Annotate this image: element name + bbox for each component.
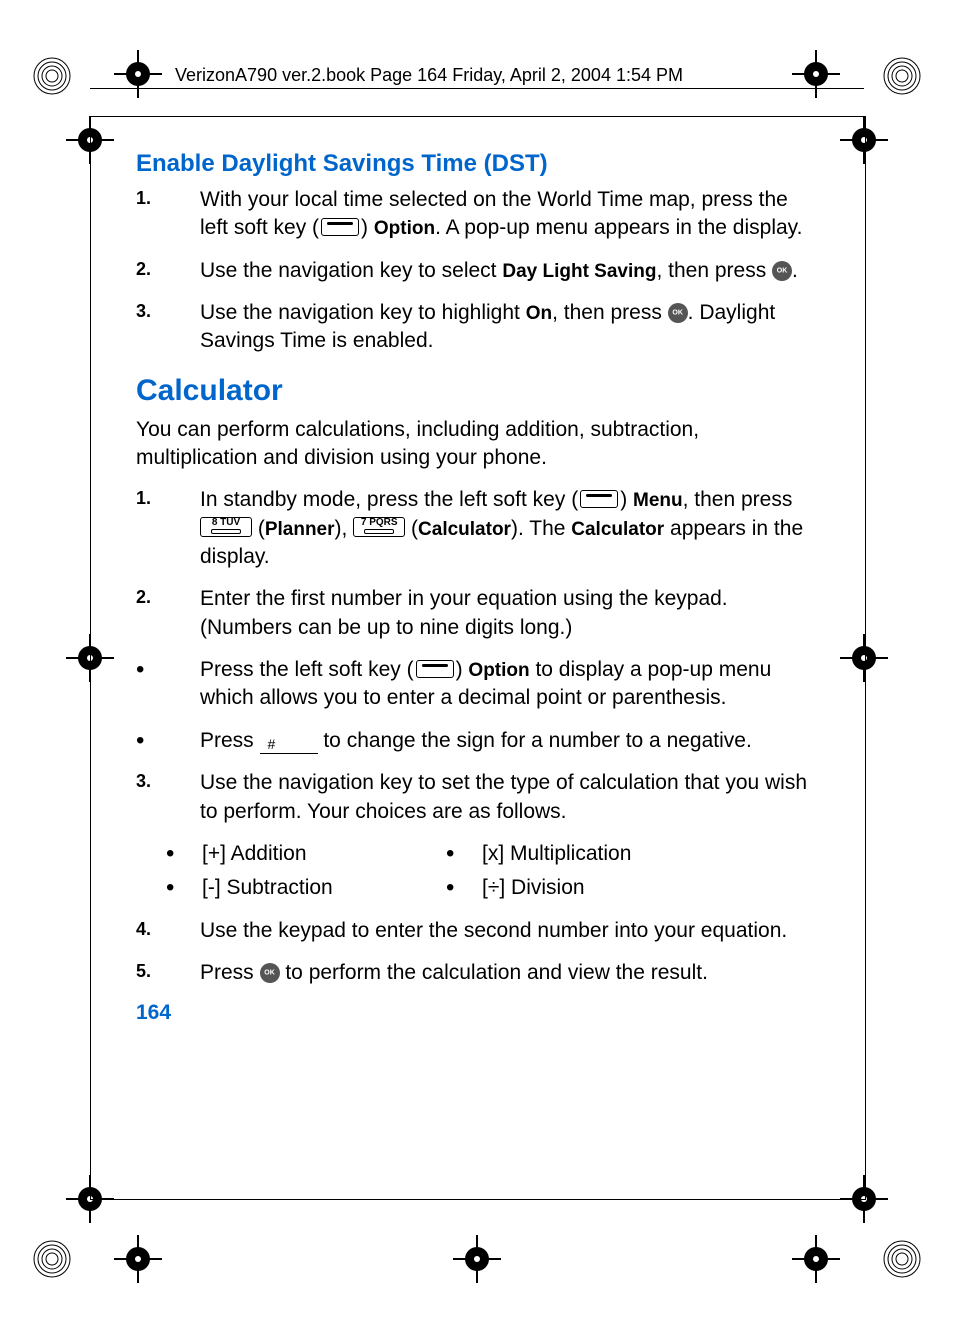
bullet-text: Press the left soft key () Option to dis… — [200, 656, 818, 713]
step-text: Use the keypad to enter the second numbe… — [200, 917, 818, 945]
page-content: Enable Daylight Savings Time (DST) 1. Wi… — [136, 150, 818, 1025]
op-division: •[÷] Division — [446, 874, 585, 902]
step-item: 3. Use the navigation key to highlight O… — [136, 299, 818, 356]
op-addition: •[+] Addition — [166, 840, 446, 868]
bullet-item: • Press # to change the sign for a numbe… — [136, 727, 818, 755]
softkey-icon — [580, 490, 618, 508]
step-number: 3. — [136, 299, 200, 356]
crop-ring-icon — [882, 1239, 922, 1279]
ok-button-icon — [260, 963, 280, 983]
step-item: 1. In standby mode, press the left soft … — [136, 486, 818, 571]
op-subtraction: •[-] Subtraction — [166, 874, 446, 902]
step-item: 3. Use the navigation key to set the typ… — [136, 769, 818, 826]
header-rule — [90, 88, 864, 89]
step-item: 4. Use the keypad to enter the second nu… — [136, 917, 818, 945]
step-number: 5. — [136, 959, 200, 987]
step-text: With your local time selected on the Wor… — [200, 186, 818, 243]
heading-dst: Enable Daylight Savings Time (DST) — [136, 150, 818, 178]
step-number: 3. — [136, 769, 200, 826]
intro-text: You can perform calculations, including … — [136, 416, 818, 473]
step-text: Use the navigation key to select Day Lig… — [200, 257, 818, 285]
step-text: Press to perform the calculation and vie… — [200, 959, 818, 987]
crop-cross-icon — [114, 1235, 162, 1283]
step-text: Use the navigation key to highlight On, … — [200, 299, 818, 356]
page-header: VerizonA790 ver.2.book Page 164 Friday, … — [175, 65, 683, 86]
bullet: • — [136, 727, 200, 755]
step-item: 2. Use the navigation key to select Day … — [136, 257, 818, 285]
step-item: 1. With your local time selected on the … — [136, 186, 818, 243]
step-text: Enter the first number in your equation … — [200, 585, 818, 642]
heading-calculator: Calculator — [136, 374, 818, 408]
bullet-text: Press # to change the sign for a number … — [200, 727, 818, 755]
softkey-icon — [321, 218, 359, 236]
step-number: 4. — [136, 917, 200, 945]
crop-cross-icon — [792, 1235, 840, 1283]
crop-cross-icon — [792, 50, 840, 98]
crop-cross-icon — [114, 50, 162, 98]
softkey-icon — [416, 660, 454, 678]
keypad-8-icon: 8 TUV — [200, 517, 252, 537]
step-item: 5. Press to perform the calculation and … — [136, 959, 818, 987]
ok-button-icon — [772, 261, 792, 281]
crop-ring-icon — [32, 56, 72, 96]
page-number: 164 — [136, 1001, 818, 1025]
step-text: Use the navigation key to set the type o… — [200, 769, 818, 826]
step-text: In standby mode, press the left soft key… — [200, 486, 818, 571]
crop-ring-icon — [882, 56, 922, 96]
step-item: 2. Enter the first number in your equati… — [136, 585, 818, 642]
operations-table: •[+] Addition •[x] Multiplication •[-] S… — [166, 840, 818, 903]
step-number: 2. — [136, 585, 200, 642]
step-number: 1. — [136, 186, 200, 243]
bullet: • — [136, 656, 200, 713]
keypad-7-icon: 7 PQRS — [353, 517, 405, 537]
crop-cross-icon — [453, 1235, 501, 1283]
op-multiplication: •[x] Multiplication — [446, 840, 631, 868]
crop-ring-icon — [32, 1239, 72, 1279]
bullet-item: • Press the left soft key () Option to d… — [136, 656, 818, 713]
ok-button-icon — [668, 303, 688, 323]
keypad-hash-icon: # — [260, 735, 318, 754]
step-number: 1. — [136, 486, 200, 571]
step-number: 2. — [136, 257, 200, 285]
